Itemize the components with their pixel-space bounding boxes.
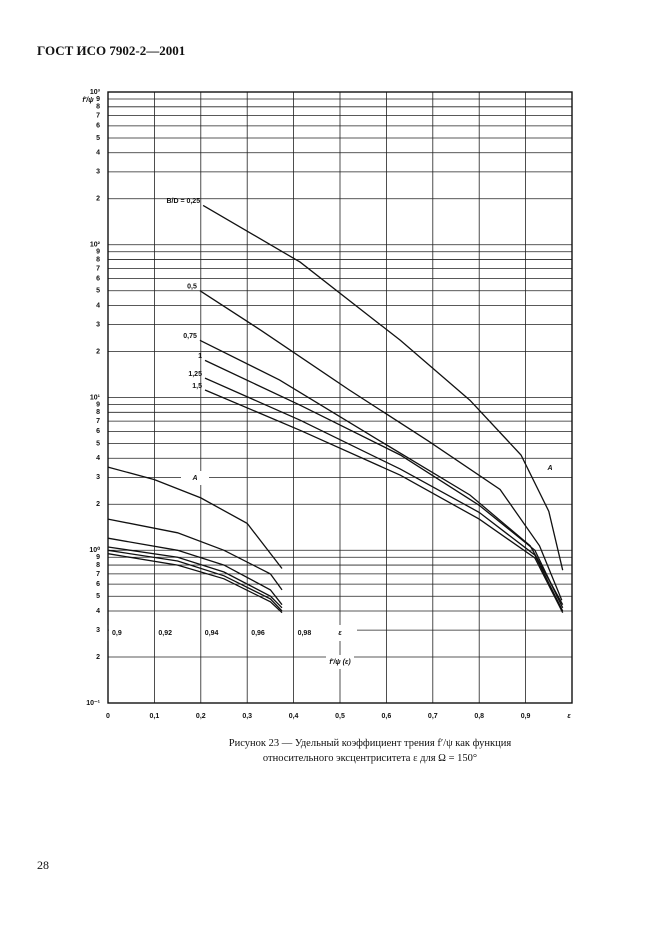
curve-label: 1,5: [192, 383, 202, 390]
y-tick-label: 5: [96, 288, 100, 295]
curve: [199, 290, 563, 601]
x2-tick-label: 0,92: [158, 630, 172, 637]
curve: [202, 204, 564, 571]
y-tick-label: 4: [96, 608, 100, 615]
x-tick-label: 0,2: [196, 713, 206, 720]
x2-tick-label: 0,9: [112, 630, 122, 637]
y-tick-label: 7: [96, 265, 100, 272]
y-tick-label: 7: [96, 418, 100, 425]
y-tick-label: 2: [96, 654, 100, 661]
x-tick-label: 0,4: [289, 713, 299, 720]
annotation: A: [191, 475, 197, 482]
x-tick-label: 0: [106, 713, 110, 720]
x-tick-label: 0,3: [242, 713, 252, 720]
y-tick-label: 7: [96, 571, 100, 578]
y-tick-label: 9: [96, 401, 100, 408]
curve-label: 0,5: [187, 284, 197, 291]
page-number: 28: [37, 858, 49, 872]
y-tick-label: 9: [96, 249, 100, 256]
chart: 10⁻¹2345678910⁰2345678910¹2345678910²234…: [82, 89, 573, 720]
annotation-bg: [181, 471, 209, 485]
y-tick-label: 10⁰: [89, 546, 100, 554]
y-tick-label: 10¹: [90, 394, 101, 401]
y-tick-label: 7: [96, 113, 100, 120]
curve: [204, 377, 564, 612]
annotation-bg: [326, 655, 354, 669]
y-tick-label: 2: [96, 348, 100, 355]
x-tick-label: 0,6: [382, 713, 392, 720]
curve: [107, 549, 283, 612]
y-tick-label: 3: [96, 169, 100, 176]
y-tick-label: 6: [96, 275, 100, 282]
y-tick-label: 4: [96, 150, 100, 157]
y-tick-label: 4: [96, 455, 100, 462]
x-tick-label: 0,8: [474, 713, 484, 720]
y-tick-label: 8: [96, 256, 100, 263]
y-tick-label: 6: [96, 123, 100, 130]
y-tick-label: 5: [96, 135, 100, 142]
curve-label: 1,25: [188, 371, 202, 378]
annotation: f'/ψ (ε): [329, 659, 351, 666]
curve: [107, 466, 283, 569]
header-title: ГОСТ ИСО 7902-2—2001: [37, 43, 185, 58]
x2-tick-label: 0,96: [251, 630, 265, 637]
curve: [107, 537, 283, 606]
y-tick-label: 3: [96, 474, 100, 481]
y-tick-label: 9: [96, 96, 100, 103]
curve: [204, 359, 564, 609]
curve: [107, 518, 283, 591]
caption-line: Рисунок 23 — Удельный коэффициент трения…: [229, 738, 512, 749]
caption-line: относительного эксцентриситета ε для Ω =…: [263, 753, 477, 764]
annotation: A: [546, 465, 552, 472]
y-tick-label: 6: [96, 428, 100, 435]
curve: [107, 546, 283, 609]
y-tick-label: 10⁻¹: [86, 700, 100, 707]
curve: [107, 553, 283, 614]
annotation-bg: [536, 461, 564, 475]
y-tick-label: 5: [96, 440, 100, 447]
curve-label: 0,75: [183, 333, 197, 340]
y-tick-label: 4: [96, 302, 100, 309]
y-tick-label: 10²: [90, 242, 101, 249]
y-tick-label: 10³: [90, 89, 101, 96]
y-tick-label: 8: [96, 104, 100, 111]
curve: [204, 389, 564, 613]
x2-tick-label: 0,98: [298, 630, 312, 637]
curve-label: 1: [198, 353, 202, 360]
x-tick-label: 0,9: [521, 713, 531, 720]
y-tick-label: 3: [96, 321, 100, 328]
y-tick-label: 9: [96, 554, 100, 561]
y-axis-label: f'/ψ: [82, 97, 94, 104]
x-axis-label: ε: [567, 713, 571, 720]
y-tick-label: 8: [96, 409, 100, 416]
x2-tick-label: 0,94: [205, 630, 219, 637]
x-tick-label: 0,7: [428, 713, 438, 720]
y-tick-label: 5: [96, 593, 100, 600]
y-tick-label: 8: [96, 562, 100, 569]
x2-axis-label: ε: [338, 630, 342, 637]
y-tick-label: 6: [96, 581, 100, 588]
x-tick-label: 0,5: [335, 713, 345, 720]
curve-label: B/D = 0,25: [166, 198, 200, 205]
y-tick-label: 2: [96, 501, 100, 508]
y-tick-label: 3: [96, 627, 100, 634]
plot-frame: [107, 91, 573, 704]
y-tick-label: 2: [96, 196, 100, 203]
x2-band: [109, 625, 357, 641]
x-tick-label: 0,1: [150, 713, 160, 720]
